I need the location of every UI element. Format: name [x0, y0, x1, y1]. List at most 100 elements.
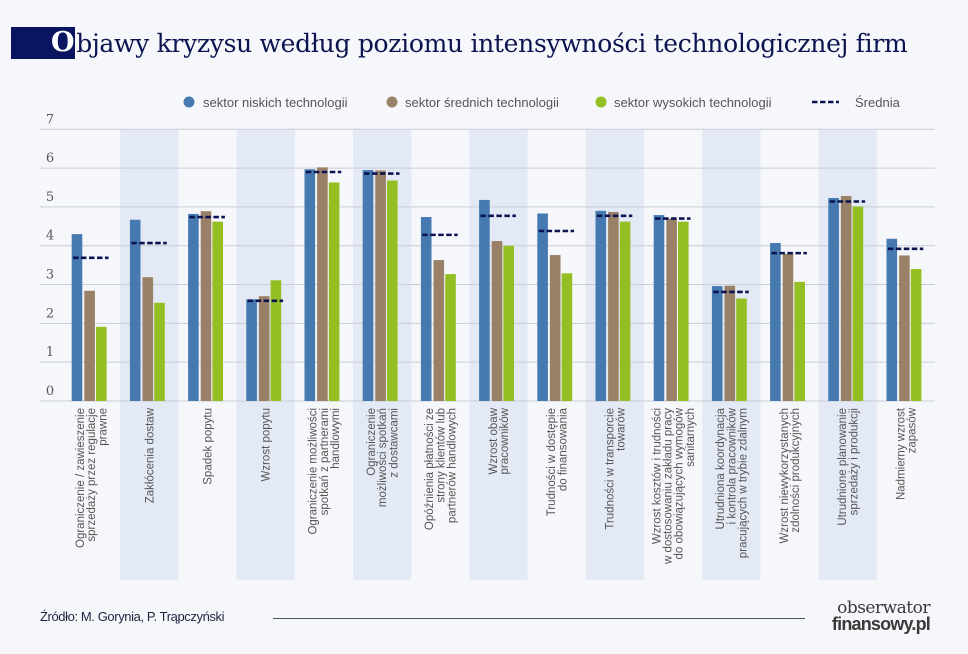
x-category-label: spotkań z partnerami: [319, 408, 331, 515]
x-category-label: Wzrost obaw: [488, 407, 500, 474]
y-tick-label: 5: [46, 190, 54, 205]
bar-1: [362, 170, 374, 401]
x-category-label: pracujących w trybie zdalnym: [738, 408, 750, 558]
bar-3: [561, 273, 573, 401]
x-category-label: Wzrost popytu: [261, 408, 273, 482]
bar-2: [433, 260, 445, 401]
legend-swatch-3: [595, 96, 607, 108]
bar-3: [270, 280, 282, 401]
legend-label-average: Średnia: [855, 95, 901, 110]
x-category-label: Ograniczenie możliwości: [308, 408, 320, 535]
y-tick-label: 2: [46, 306, 54, 321]
logo: obserwator finansowy.pl: [816, 598, 931, 634]
title-text: bjawy kryzysu według poziomu intensywnoś…: [76, 28, 908, 58]
bar-3: [96, 326, 107, 401]
logo-line1: obserwator: [837, 598, 930, 618]
bar-2: [549, 255, 561, 401]
x-category-label: Wzrost kosztów i trudności: [651, 408, 663, 544]
bar-2: [317, 167, 328, 401]
x-category-label: do finansowania: [557, 407, 569, 491]
x-category-label: sprzedaży przez regulacje: [86, 408, 98, 542]
bar-3: [212, 221, 223, 401]
x-category-label: Opóźnienia płatności ze: [424, 408, 436, 530]
title-first-letter: O: [11, 27, 76, 59]
bar-3: [328, 182, 340, 401]
bar-1: [420, 217, 432, 401]
x-category-label: partnerów handlowych: [447, 408, 459, 523]
bar-3: [910, 269, 922, 401]
bar-3: [154, 302, 165, 401]
bar-2: [375, 170, 386, 401]
x-category-label: Spadek popytu: [203, 408, 215, 485]
x-category-label: towarów: [616, 407, 628, 451]
y-tick-label: 1: [46, 345, 54, 360]
x-category-label: i kontrola pracowników: [726, 407, 738, 524]
bar-2: [258, 296, 270, 401]
bar-3: [794, 281, 805, 401]
x-category-label: Utrudniona koordynacja: [715, 407, 727, 529]
x-category-label: Utrudnione planowanie: [837, 408, 849, 526]
y-tick-label: 0: [46, 384, 54, 399]
bar-2: [84, 290, 95, 401]
bar-1: [537, 213, 548, 401]
bar-1: [188, 213, 199, 401]
logo-line2: finansowy.pl: [831, 614, 931, 634]
bar-2: [608, 211, 619, 401]
bar-2: [200, 211, 212, 401]
bar-2: [724, 285, 736, 401]
legend-label-1: sektor niskich technologii: [203, 95, 348, 110]
bar-3: [387, 180, 398, 401]
x-category-label: Trudności w transporcie: [604, 408, 616, 530]
source-text: Źródło: M. Gorynia, P. Trąpczyński: [40, 609, 225, 624]
source-divider: [273, 618, 805, 619]
legend-swatch-1: [183, 96, 195, 108]
x-category-label: zapasów: [907, 407, 919, 453]
x-category-label: Nadmierny wzrost: [895, 407, 907, 500]
bar-1: [304, 169, 316, 401]
bar-3: [736, 298, 747, 401]
bar-1: [711, 286, 723, 401]
bar-1: [828, 198, 839, 401]
bar-2: [840, 196, 852, 401]
x-category-label: handlowymi: [330, 408, 342, 469]
bar-1: [770, 243, 781, 401]
x-category-label: do obowiązujących wymogów: [674, 407, 686, 559]
x-category-label: Ograniczenie / zawieszenie: [75, 408, 87, 548]
y-tick-label: 4: [46, 229, 54, 244]
bar-3: [852, 206, 864, 401]
bar-3: [503, 245, 514, 401]
bar-1: [595, 210, 607, 401]
legend-label-2: sektor średnich technologii: [405, 95, 559, 110]
bar-1: [653, 215, 665, 401]
x-category-label: Wzrost niewykorzystanych: [779, 408, 791, 543]
bar-1: [246, 299, 257, 401]
bar-3: [678, 221, 689, 401]
bar-2: [142, 277, 154, 401]
x-category-label: zdolności produkcyjnych: [790, 408, 802, 533]
x-category-label: strony klientów lub: [435, 408, 447, 503]
y-tick-label: 6: [46, 151, 54, 166]
x-category-label: Trudności w dostępie: [546, 408, 558, 516]
bar-3: [619, 221, 631, 401]
legend-swatch-2: [386, 96, 398, 108]
y-tick-label: 3: [46, 268, 54, 283]
bar-1: [71, 234, 83, 401]
x-category-label: pracowników: [499, 407, 511, 474]
x-category-label: z dostawcami: [388, 408, 400, 478]
y-tick-label: 7: [46, 112, 54, 127]
x-category-label: w dostosowaniu zakładu pracy: [663, 408, 675, 565]
x-category-label: sanitarnych: [685, 408, 697, 467]
x-category-label: sprzedaży i produkcji: [848, 408, 860, 515]
x-category-label: prawne: [97, 408, 109, 446]
bar-1: [886, 238, 898, 401]
bar-2: [666, 218, 677, 401]
bar-2: [491, 241, 503, 401]
x-category-label: możliwości spotkań: [377, 408, 389, 507]
bar-1: [129, 219, 141, 401]
bar-2: [899, 255, 910, 401]
bar-2: [782, 253, 794, 401]
x-category-label: Zakłócenia dostaw: [144, 407, 156, 503]
x-category-label: Ograniczenie: [366, 408, 378, 476]
